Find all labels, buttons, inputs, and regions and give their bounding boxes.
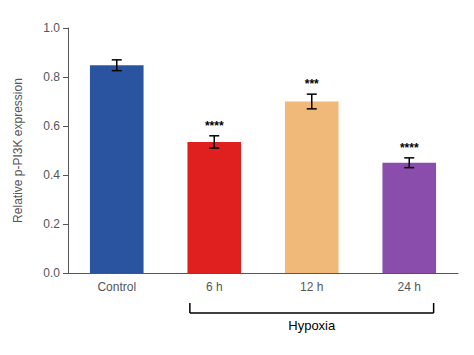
- svg-text:0.4: 0.4: [43, 168, 60, 182]
- svg-text:****: ****: [205, 119, 224, 133]
- svg-text:0.6: 0.6: [43, 119, 60, 133]
- svg-text:Hypoxia: Hypoxia: [288, 318, 336, 333]
- svg-text:1.0: 1.0: [43, 21, 60, 35]
- svg-text:24 h: 24 h: [398, 280, 421, 294]
- svg-text:0.2: 0.2: [43, 217, 60, 231]
- svg-text:****: ****: [400, 141, 419, 155]
- svg-text:0.8: 0.8: [43, 70, 60, 84]
- svg-text:Control: Control: [97, 280, 136, 294]
- svg-text:Relative p-PI3K expression: Relative p-PI3K expression: [11, 78, 25, 223]
- svg-text:***: ***: [305, 77, 319, 91]
- svg-text:6 h: 6 h: [206, 280, 223, 294]
- svg-text:12 h: 12 h: [300, 280, 323, 294]
- svg-text:0.0: 0.0: [43, 266, 60, 280]
